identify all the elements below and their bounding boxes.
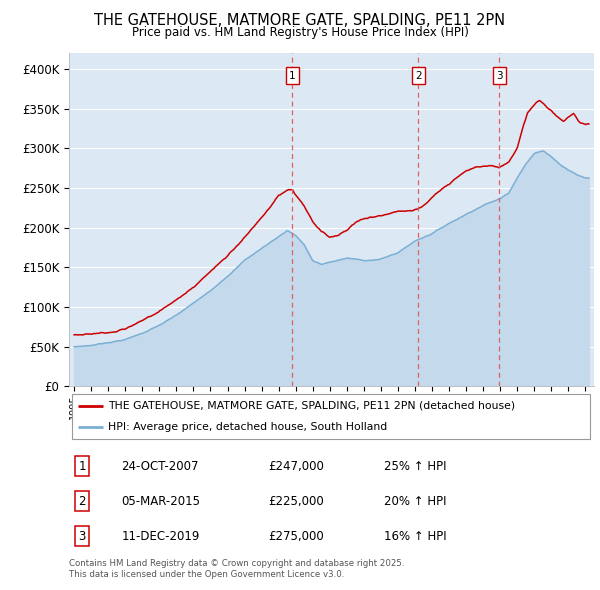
Text: 1: 1 (79, 460, 86, 473)
Text: 20% ↑ HPI: 20% ↑ HPI (384, 494, 446, 508)
Text: Price paid vs. HM Land Registry's House Price Index (HPI): Price paid vs. HM Land Registry's House … (131, 26, 469, 39)
Text: £225,000: £225,000 (269, 494, 324, 508)
Text: 05-MAR-2015: 05-MAR-2015 (121, 494, 200, 508)
Text: THE GATEHOUSE, MATMORE GATE, SPALDING, PE11 2PN: THE GATEHOUSE, MATMORE GATE, SPALDING, P… (94, 13, 506, 28)
Text: 11-DEC-2019: 11-DEC-2019 (121, 530, 200, 543)
Text: 3: 3 (496, 71, 503, 81)
FancyBboxPatch shape (71, 394, 590, 440)
Text: 16% ↑ HPI: 16% ↑ HPI (384, 530, 446, 543)
Text: 1: 1 (289, 71, 296, 81)
Text: 3: 3 (79, 530, 86, 543)
Text: THE GATEHOUSE, MATMORE GATE, SPALDING, PE11 2PN (detached house): THE GATEHOUSE, MATMORE GATE, SPALDING, P… (109, 401, 515, 411)
Text: 2: 2 (79, 494, 86, 508)
Text: £247,000: £247,000 (269, 460, 325, 473)
Text: 2: 2 (415, 71, 421, 81)
Text: Contains HM Land Registry data © Crown copyright and database right 2025.
This d: Contains HM Land Registry data © Crown c… (69, 559, 404, 579)
Text: 24-OCT-2007: 24-OCT-2007 (121, 460, 199, 473)
Text: 25% ↑ HPI: 25% ↑ HPI (384, 460, 446, 473)
Text: £275,000: £275,000 (269, 530, 324, 543)
Text: HPI: Average price, detached house, South Holland: HPI: Average price, detached house, Sout… (109, 422, 388, 432)
